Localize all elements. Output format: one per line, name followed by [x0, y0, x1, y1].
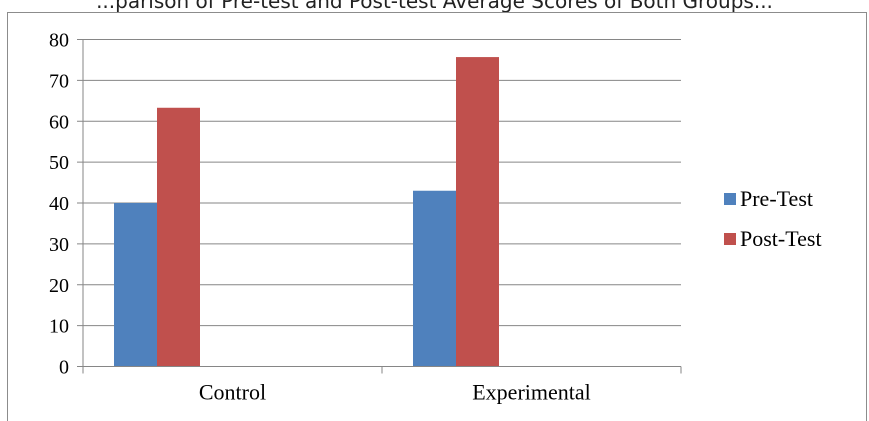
chart-caption-fragment: ...parison of Pre-test and Post-test Ave… — [96, 0, 773, 13]
legend-swatch — [724, 233, 736, 245]
chart-frame — [7, 12, 867, 421]
x-category-label: Experimental — [472, 380, 591, 405]
bar-pre-test-control — [114, 203, 157, 367]
y-tick-label: 0 — [59, 357, 69, 379]
y-tick-label: 50 — [49, 152, 69, 174]
bar-post-test-control — [157, 107, 200, 367]
legend-label: Pre-Test — [740, 186, 813, 211]
bar-pre-test-experimental — [413, 190, 456, 367]
gridlines — [83, 39, 681, 327]
x-category-label: Control — [199, 380, 266, 405]
y-tick-label: 80 — [49, 30, 69, 52]
bars — [114, 57, 499, 367]
y-tick-label: 40 — [49, 193, 69, 215]
legend-swatch — [724, 193, 736, 205]
y-tick-label: 30 — [49, 234, 69, 256]
legend: Pre-Test Post-Test — [724, 186, 822, 251]
y-tick-label: 60 — [49, 111, 69, 133]
y-tick-label: 70 — [49, 70, 69, 92]
y-tick-label: 20 — [49, 275, 69, 297]
bar-post-test-experimental — [456, 57, 499, 367]
legend-label: Post-Test — [740, 226, 822, 251]
axes: 0 10 20 30 40 50 60 70 80 Control Experimental — [49, 30, 682, 405]
y-tick-label: 10 — [49, 316, 69, 338]
